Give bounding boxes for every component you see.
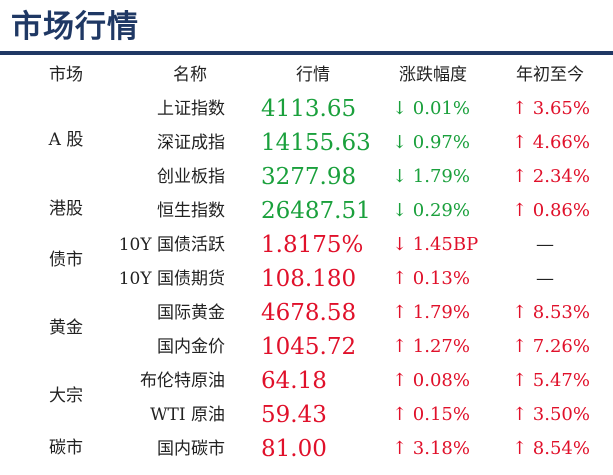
table-row: 恒生指数 26487.51 ↓ 0.29% ↑ 0.86%	[0, 194, 613, 228]
table-header: 市场 名称 行情 涨跌幅度 年初至今	[0, 62, 613, 88]
instrument-name: 创业板指	[157, 167, 225, 187]
ytd-value: ↑ 2.34%	[512, 166, 590, 187]
change-value: ↑ 1.27%	[392, 336, 470, 357]
table-row: 10Y 国债期货 108.180 ↑ 0.13% —	[0, 262, 613, 296]
price-value: 4113.65	[261, 96, 357, 122]
change-value: ↓ 0.97%	[392, 132, 470, 153]
ytd-value: ↑ 0.86%	[512, 200, 590, 221]
price-value: 108.180	[261, 266, 357, 292]
price-value: 1.8175%	[261, 232, 364, 258]
instrument-name: 布伦特原油	[140, 371, 225, 391]
group-hk: 港股	[49, 199, 83, 219]
change-value: ↑ 0.15%	[392, 404, 470, 425]
instrument-name: 10Y 国债活跃	[118, 235, 225, 255]
ytd-value: —	[536, 234, 554, 255]
ytd-value: ↑ 4.66%	[512, 132, 590, 153]
ytd-value: ↑ 3.50%	[512, 404, 590, 425]
table-row: 10Y 国债活跃 1.8175% ↓ 1.45BP —	[0, 228, 613, 262]
instrument-name: 国内碳市	[157, 439, 225, 459]
table-row: 创业板指 3277.98 ↓ 1.79% ↑ 2.34%	[0, 160, 613, 194]
group-carbon: 碳市	[49, 438, 83, 458]
table-row: 国际黄金 4678.58 ↑ 1.79% ↑ 8.53%	[0, 296, 613, 330]
price-value: 64.18	[261, 368, 327, 394]
change-value: ↓ 1.45BP	[392, 234, 479, 255]
ytd-value: ↑ 3.65%	[512, 98, 590, 119]
ytd-value: ↑ 5.47%	[512, 370, 590, 391]
group-a-share: A 股	[48, 130, 84, 150]
instrument-name: WTI 原油	[150, 405, 225, 425]
change-value: ↑ 3.18%	[392, 438, 470, 459]
change-value: ↑ 1.79%	[392, 302, 470, 323]
change-value: ↑ 0.08%	[392, 370, 470, 391]
price-value: 59.43	[261, 402, 327, 428]
group-commodity: 大宗	[49, 386, 83, 406]
price-value: 14155.63	[261, 130, 371, 156]
instrument-name: 上证指数	[157, 99, 225, 119]
page-title: 市场行情	[11, 9, 139, 45]
price-value: 81.00	[261, 436, 327, 462]
group-bond: 债市	[49, 250, 83, 270]
instrument-name: 恒生指数	[157, 201, 225, 221]
ytd-value: ↑ 7.26%	[512, 336, 590, 357]
table-row: 深证成指 14155.63 ↓ 0.97% ↑ 4.66%	[0, 126, 613, 160]
header-name: 名称	[173, 65, 207, 85]
table-row: 上证指数 4113.65 ↓ 0.01% ↑ 3.65%	[0, 92, 613, 126]
title-divider	[0, 51, 613, 55]
table-row: 国内金价 1045.72 ↑ 1.27% ↑ 7.26%	[0, 330, 613, 364]
price-value: 4678.58	[261, 300, 357, 326]
price-value: 1045.72	[261, 334, 357, 360]
header-market: 市场	[49, 65, 83, 85]
table-row: 国内碳市 81.00 ↑ 3.18% ↑ 8.54%	[0, 432, 613, 466]
change-value: ↓ 1.79%	[392, 166, 470, 187]
header-change: 涨跌幅度	[399, 65, 467, 85]
instrument-name: 10Y 国债期货	[118, 269, 225, 289]
group-gold: 黄金	[49, 318, 83, 338]
ytd-value: —	[536, 268, 554, 289]
change-value: ↑ 0.13%	[392, 268, 470, 289]
header-price: 行情	[296, 65, 330, 85]
ytd-value: ↑ 8.54%	[512, 438, 590, 459]
ytd-value: ↑ 8.53%	[512, 302, 590, 323]
price-value: 3277.98	[261, 164, 357, 190]
instrument-name: 国内金价	[157, 337, 225, 357]
table-row: WTI 原油 59.43 ↑ 0.15% ↑ 3.50%	[0, 398, 613, 432]
instrument-name: 国际黄金	[157, 303, 225, 323]
instrument-name: 深证成指	[157, 133, 225, 153]
change-value: ↓ 0.29%	[392, 200, 470, 221]
table-row: 布伦特原油 64.18 ↑ 0.08% ↑ 5.47%	[0, 364, 613, 398]
price-value: 26487.51	[261, 198, 371, 224]
change-value: ↓ 0.01%	[392, 98, 470, 119]
header-ytd: 年初至今	[516, 65, 584, 85]
